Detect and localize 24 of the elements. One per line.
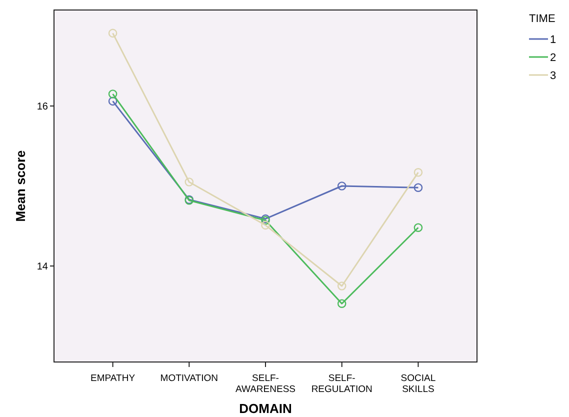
y-axis-title: Mean score	[13, 150, 28, 222]
x-tick-label: EMPATHY	[90, 373, 136, 384]
x-tick-label: SOCIAL SKILLS	[400, 373, 436, 395]
point	[108, 96, 118, 106]
legend-label: 3	[550, 70, 556, 82]
x-tick-label: SELF- AWARENESS	[235, 373, 296, 395]
x-tick-label: MOTIVATION	[160, 373, 218, 384]
point	[337, 182, 346, 190]
point	[108, 28, 118, 38]
legend-title: TIME	[529, 13, 556, 25]
point	[337, 299, 346, 308]
point	[184, 178, 194, 186]
point	[108, 90, 118, 98]
x-tick-label: SELF- REGULATION	[311, 373, 373, 395]
point	[414, 183, 423, 192]
point	[261, 220, 270, 230]
point	[414, 168, 423, 177]
x-axis-title: DOMAIN	[239, 401, 292, 416]
point	[414, 223, 423, 232]
y-tick-label: 16	[36, 102, 48, 112]
legend-label: 2	[550, 52, 556, 64]
point	[337, 282, 346, 290]
y-tick-label: 14	[36, 262, 48, 272]
legend-label: 1	[550, 34, 556, 46]
